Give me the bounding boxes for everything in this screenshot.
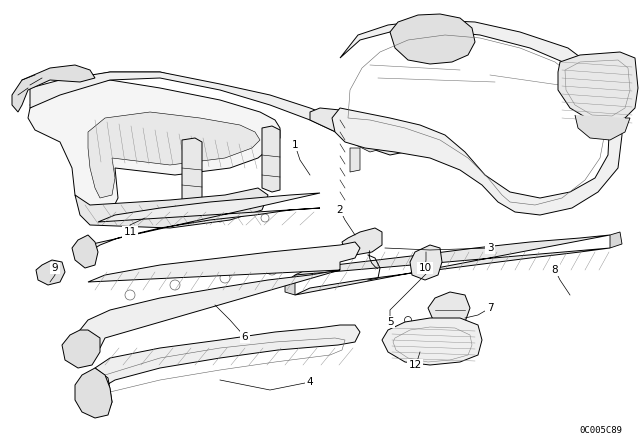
Circle shape [136, 214, 144, 222]
Polygon shape [558, 52, 638, 122]
Polygon shape [428, 292, 470, 328]
Text: 3: 3 [486, 243, 493, 253]
Polygon shape [28, 80, 280, 215]
Circle shape [170, 280, 180, 290]
Circle shape [46, 267, 56, 277]
Polygon shape [390, 14, 475, 64]
Polygon shape [310, 108, 405, 155]
Polygon shape [262, 126, 280, 192]
Polygon shape [332, 20, 622, 215]
Polygon shape [90, 325, 360, 415]
Polygon shape [575, 115, 630, 140]
Polygon shape [62, 330, 100, 368]
Polygon shape [610, 232, 622, 248]
Ellipse shape [407, 21, 457, 56]
Circle shape [125, 290, 135, 300]
Text: 8: 8 [552, 265, 558, 275]
Text: 6: 6 [242, 332, 248, 342]
Circle shape [216, 214, 224, 222]
Circle shape [422, 264, 430, 272]
Polygon shape [342, 228, 382, 255]
Polygon shape [72, 235, 98, 268]
Text: 7: 7 [486, 303, 493, 313]
Circle shape [431, 316, 438, 323]
Polygon shape [80, 242, 360, 350]
Text: 2: 2 [337, 205, 343, 215]
Polygon shape [350, 132, 385, 152]
Polygon shape [30, 72, 355, 140]
Polygon shape [295, 235, 610, 295]
Polygon shape [75, 188, 268, 228]
Circle shape [422, 254, 430, 262]
Text: 9: 9 [52, 263, 58, 273]
Polygon shape [88, 112, 260, 198]
Text: 10: 10 [419, 263, 431, 273]
Polygon shape [410, 245, 442, 280]
Text: 12: 12 [408, 360, 422, 370]
Polygon shape [285, 275, 295, 295]
Circle shape [458, 316, 465, 323]
Text: 0C005C89: 0C005C89 [579, 426, 622, 435]
Circle shape [176, 214, 184, 222]
Circle shape [404, 316, 412, 323]
Circle shape [261, 214, 269, 222]
Polygon shape [182, 138, 202, 205]
Circle shape [220, 273, 230, 283]
Polygon shape [88, 193, 320, 250]
Text: 1: 1 [292, 140, 298, 150]
Text: 4: 4 [307, 377, 314, 387]
Text: 5: 5 [387, 317, 394, 327]
Ellipse shape [417, 28, 447, 48]
Polygon shape [12, 65, 95, 112]
Text: 11: 11 [124, 227, 136, 237]
Polygon shape [75, 368, 112, 418]
Polygon shape [382, 318, 482, 365]
Polygon shape [36, 260, 65, 285]
Polygon shape [350, 148, 360, 172]
Circle shape [267, 265, 277, 275]
